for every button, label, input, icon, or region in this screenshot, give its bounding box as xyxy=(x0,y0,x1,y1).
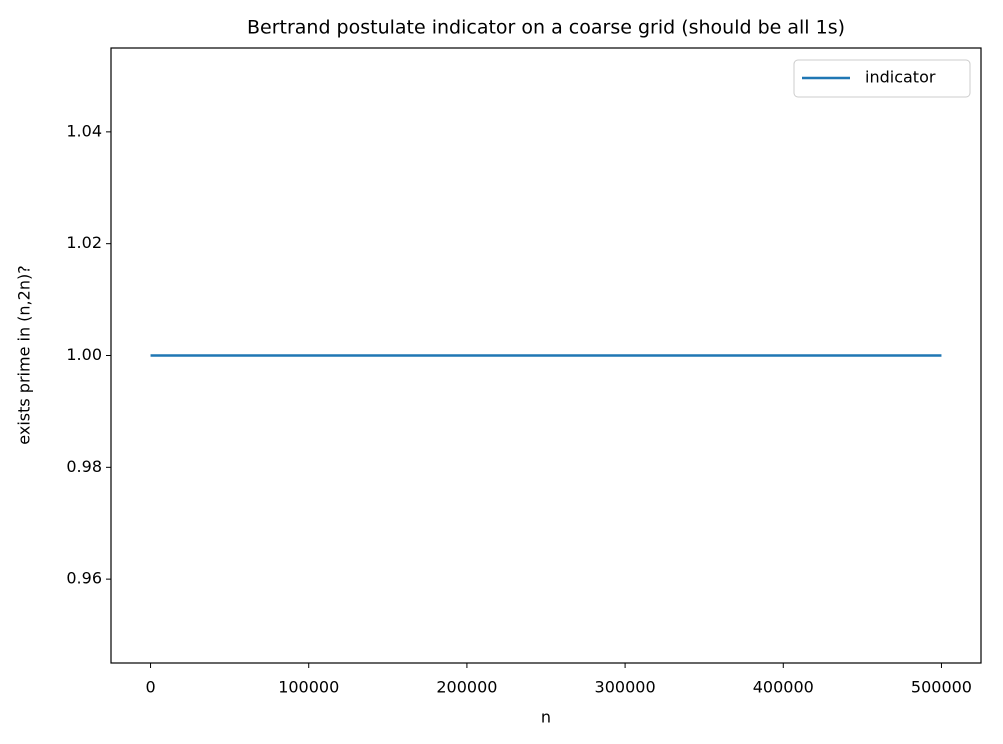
chart-title: Bertrand postulate indicator on a coarse… xyxy=(247,17,845,39)
y-tick-label: 1.04 xyxy=(66,121,102,140)
y-tick-label: 0.98 xyxy=(66,457,102,476)
x-tick-label: 300000 xyxy=(595,678,656,697)
x-tick-label: 500000 xyxy=(911,678,972,697)
y-axis-label: exists prime in (n,2n)? xyxy=(15,265,34,444)
legend-label: indicator xyxy=(865,68,936,87)
x-tick-label: 100000 xyxy=(278,678,339,697)
x-tick-label: 0 xyxy=(145,678,155,697)
y-tick-label: 1.00 xyxy=(66,345,102,364)
legend-box xyxy=(793,59,971,98)
plot-frame xyxy=(110,47,982,664)
y-tick-label: 1.02 xyxy=(66,233,102,252)
x-tick-label: 200000 xyxy=(436,678,497,697)
y-tick-label: 0.96 xyxy=(66,569,102,588)
x-axis-label: n xyxy=(541,708,551,727)
x-tick-label: 400000 xyxy=(753,678,814,697)
